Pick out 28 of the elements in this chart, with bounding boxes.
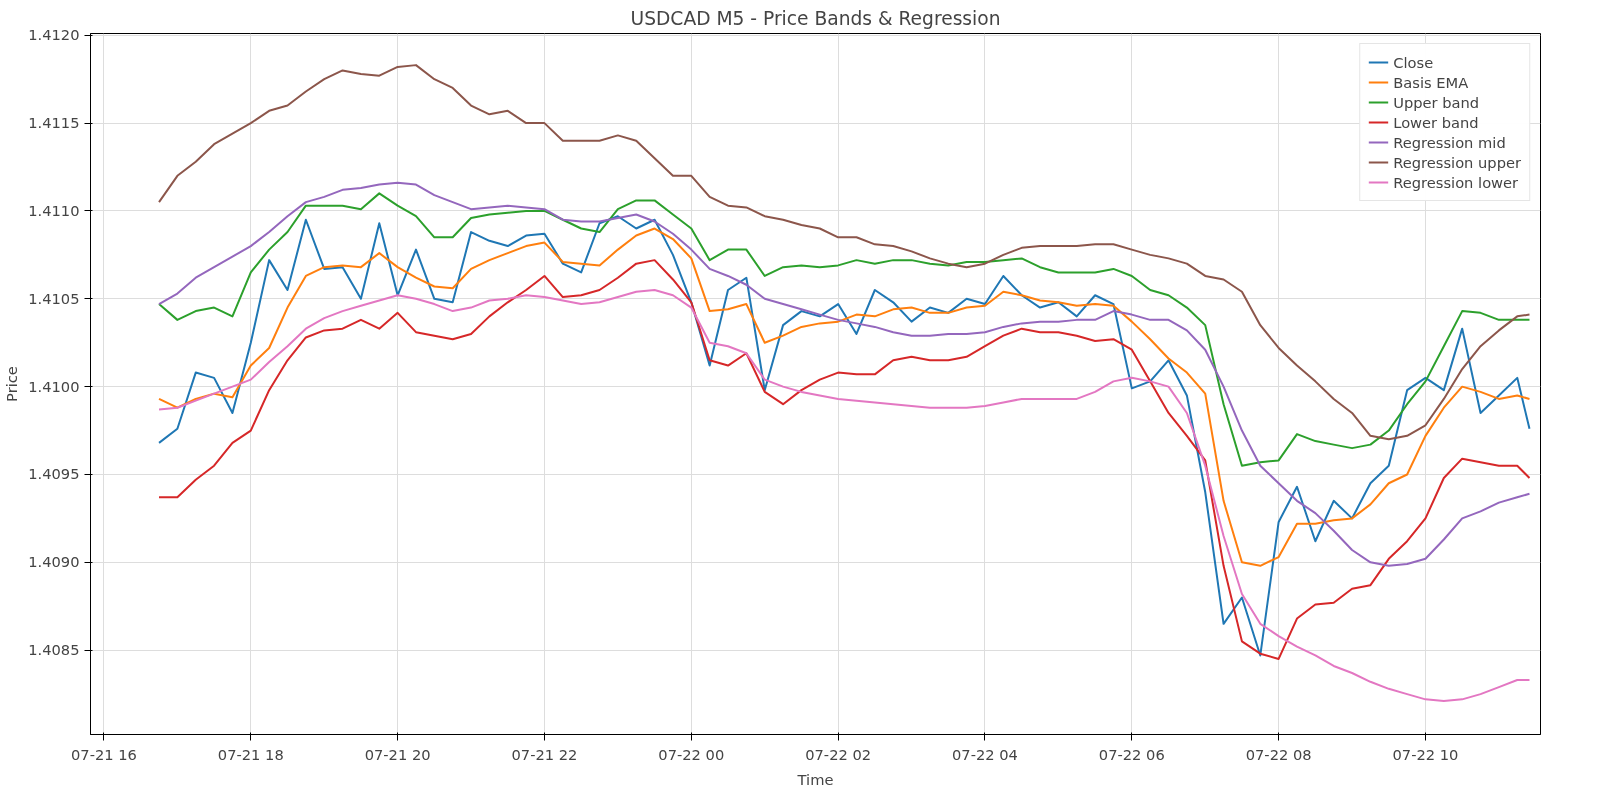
legend-label: Upper band [1393,93,1480,111]
legend-label: Basis EMA [1393,73,1469,91]
legend-label: Regression upper [1393,153,1521,171]
x-axis-title: Time [796,770,834,788]
x-tick-label: 07-21 22 [511,745,578,763]
legend-label: Regression mid [1393,133,1506,151]
y-tick-label: 1.4105 [28,289,80,307]
legend-label: Close [1393,53,1434,71]
x-tick-label: 07-22 06 [1098,745,1165,763]
legend-label: Regression lower [1393,173,1519,191]
chart-title: USDCAD M5 - Price Bands & Regression [630,7,1001,29]
y-tick-label: 1.4120 [28,26,80,44]
y-axis-title: Price [3,366,21,402]
y-tick-label: 1.4115 [28,114,80,132]
y-tick-label: 1.4090 [28,553,80,571]
y-tick-label: 1.4085 [28,641,80,659]
y-tick-label: 1.4110 [28,201,80,219]
x-tick-label: 07-22 02 [805,745,872,763]
x-tick-label: 07-22 08 [1245,745,1312,763]
x-tick-label: 07-21 18 [217,745,284,763]
x-tick-label: 07-21 16 [71,745,137,763]
x-tick-label: 07-21 20 [364,745,431,763]
y-tick-label: 1.4100 [28,377,80,395]
x-tick-label: 07-22 00 [658,745,725,763]
x-tick-label: 07-22 04 [952,745,1018,763]
y-tick-label: 1.4095 [28,465,80,483]
legend-label: Lower band [1393,113,1479,131]
x-tick-label: 07-22 10 [1392,745,1459,763]
